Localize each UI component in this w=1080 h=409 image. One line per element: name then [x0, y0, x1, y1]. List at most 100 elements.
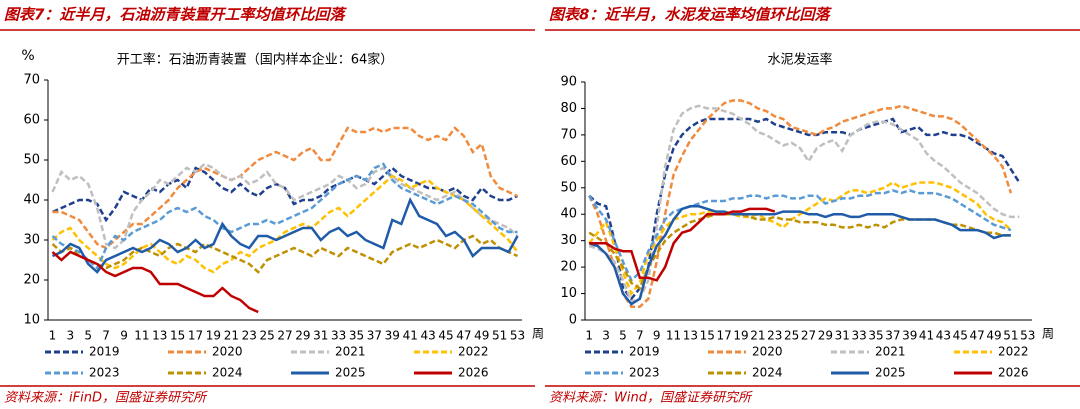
x-tick-label: 9 [653, 329, 661, 343]
x-tick-label: 51 [492, 329, 507, 343]
x-tick-label: 47 [970, 329, 985, 343]
y-tick-label: 60 [560, 154, 577, 169]
x-tick-label: 3 [67, 329, 75, 343]
x-axis-label: 周 [1042, 327, 1054, 341]
x-tick-label: 9 [120, 329, 128, 343]
legend-label: 2025 [335, 366, 366, 380]
legend-label: 2023 [629, 366, 660, 380]
legend-label: 2022 [998, 345, 1029, 359]
x-tick-label: 5 [84, 329, 92, 343]
x-tick-label: 35 [349, 329, 364, 343]
figure-title: 图表7：近半月，石油沥青装置开工率均值环比回落 [4, 6, 347, 24]
x-tick-label: 15 [700, 329, 715, 343]
series-line [588, 212, 1011, 291]
legend-label: 2024 [752, 366, 783, 380]
x-tick-label: 29 [295, 329, 310, 343]
x-tick-label: 19 [206, 329, 221, 343]
y-tick-label: 10 [560, 286, 577, 301]
y-tick-label: 80 [560, 101, 577, 116]
x-tick-label: 37 [885, 329, 900, 343]
x-tick-label: 27 [277, 329, 292, 343]
x-tick-label: 49 [986, 329, 1001, 343]
y-tick-label: 90 [560, 75, 577, 90]
x-tick-label: 11 [134, 329, 149, 343]
x-tick-label: 21 [224, 329, 239, 343]
x-tick-label: 41 [919, 329, 934, 343]
x-tick-label: 29 [818, 329, 833, 343]
series-line [51, 197, 519, 274]
x-tick-label: 11 [666, 329, 681, 343]
x-tick-label: 15 [170, 329, 185, 343]
series-line [51, 162, 518, 271]
series-line [51, 174, 519, 274]
x-tick-label: 3 [602, 329, 610, 343]
x-tick-label: 35 [868, 329, 883, 343]
x-tick-label: 5 [619, 329, 627, 343]
y-tick-label: 30 [560, 233, 577, 248]
x-tick-label: 33 [851, 329, 866, 343]
source-note: 资料来源：iFinD，国盛证券研究所 [4, 390, 208, 406]
x-tick-label: 43 [420, 329, 435, 343]
y-tick-label: 40 [23, 193, 40, 208]
chart-subtitle: 水泥发运率 [767, 52, 832, 68]
source-note: 资料来源：Wind，国盛证券研究所 [549, 390, 753, 406]
series-line [588, 205, 1011, 306]
legend-label: 2025 [875, 366, 906, 380]
x-tick-label: 13 [152, 329, 167, 343]
y-tick-label: 10 [23, 313, 40, 328]
series-line [51, 166, 519, 223]
x-tick-label: 37 [367, 329, 382, 343]
legend-label: 2021 [875, 345, 906, 359]
y-axis-label: % [21, 48, 34, 64]
x-tick-label: 49 [474, 329, 489, 343]
y-tick-label: 0 [569, 313, 577, 328]
x-tick-label: 7 [636, 329, 644, 343]
x-tick-label: 51 [1003, 329, 1018, 343]
y-tick-label: 40 [560, 207, 577, 222]
x-tick-label: 1 [49, 329, 57, 343]
y-tick-label: 50 [23, 153, 40, 168]
series-line [588, 181, 1012, 297]
x-tick-label: 17 [188, 329, 203, 343]
x-tick-label: 33 [331, 329, 346, 343]
x-tick-label: 43 [936, 329, 951, 343]
series-line [51, 234, 519, 274]
y-tick-label: 30 [23, 233, 40, 248]
y-tick-label: 70 [560, 127, 577, 142]
x-tick-label: 13 [683, 329, 698, 343]
x-tick-label: 19 [733, 329, 748, 343]
x-tick-label: 25 [259, 329, 274, 343]
legend-label: 2019 [89, 345, 120, 359]
x-tick-label: 25 [784, 329, 799, 343]
chart-subtitle: 开工率：石油沥青装置（国内样本企业：64家） [117, 52, 394, 68]
x-tick-label: 23 [242, 329, 257, 343]
legend-label: 2026 [458, 366, 489, 380]
x-tick-label: 39 [385, 329, 400, 343]
y-tick-label: 20 [560, 260, 577, 275]
series-line [588, 104, 1020, 304]
legend-label: 2019 [629, 345, 660, 359]
x-tick-label: 27 [801, 329, 816, 343]
y-tick-label: 60 [23, 113, 40, 128]
y-tick-label: 70 [23, 73, 40, 88]
x-tick-label: 1 [585, 329, 593, 343]
x-tick-label: 21 [750, 329, 765, 343]
x-axis-label: 周 [532, 327, 544, 341]
x-tick-label: 39 [902, 329, 917, 343]
series-line [51, 250, 259, 314]
series-line [52, 126, 519, 250]
series-line [588, 99, 1013, 309]
legend-label: 2020 [752, 345, 783, 359]
x-tick-label: 45 [438, 329, 453, 343]
legend-label: 2023 [89, 366, 120, 380]
x-tick-label: 31 [313, 329, 328, 343]
x-tick-label: 7 [102, 329, 110, 343]
x-tick-label: 47 [456, 329, 471, 343]
y-tick-label: 20 [23, 273, 40, 288]
legend-label: 2022 [458, 345, 489, 359]
y-tick-label: 50 [560, 180, 577, 195]
legend-label: 2026 [998, 366, 1029, 380]
series-line [589, 207, 776, 282]
figure-title: 图表8：近半月，水泥发运率均值环比回落 [549, 6, 832, 24]
